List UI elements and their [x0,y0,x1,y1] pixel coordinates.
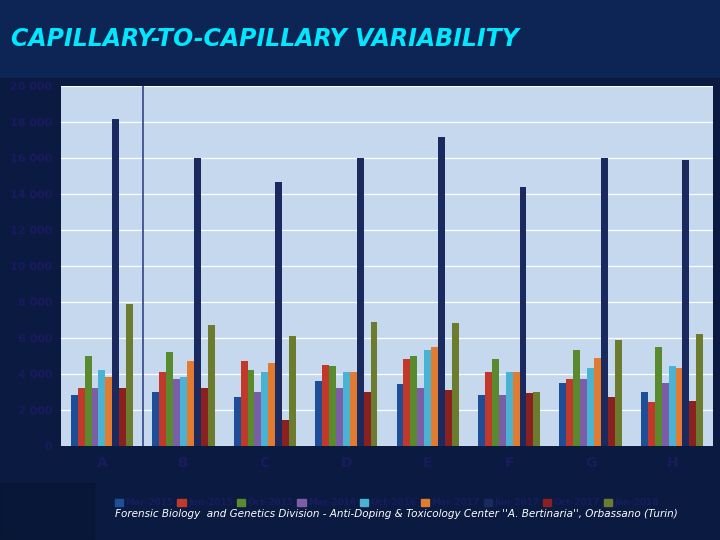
Bar [194,158,201,446]
Bar [180,377,186,446]
Bar [99,370,105,446]
Bar [343,372,350,445]
Bar [534,392,540,446]
Bar [403,359,410,446]
Bar [105,377,112,446]
Bar [201,388,207,446]
Bar [173,379,180,446]
Bar [364,392,371,446]
Bar [526,394,534,445]
Bar [85,356,91,446]
Bar [492,359,499,446]
Bar [248,370,254,446]
Bar [159,372,166,445]
Bar [445,390,452,446]
Bar [615,340,622,446]
Bar [336,388,343,446]
Bar [78,388,85,446]
Bar [594,357,601,446]
Bar [438,137,445,446]
Bar [573,350,580,446]
Bar [452,323,459,446]
Bar [322,364,329,445]
Bar [356,158,364,446]
Bar [662,383,669,445]
Bar [431,347,438,446]
Bar [696,334,703,446]
Bar [418,388,424,446]
Text: Forensic Biology  and Genetics Division - Anti-Doping & Toxicology Center ''A. B: Forensic Biology and Genetics Division -… [114,509,678,519]
Bar [588,368,594,446]
Bar [478,395,485,445]
Bar [0,483,94,540]
Bar [580,379,588,446]
Bar [410,356,418,446]
Bar [126,303,133,446]
Legend: Mar-2015, Jun-2015, Oct-2015, Mar-2016, Oct-2016, Mar-2017, Jun-2017, Oct-2017, : Mar-2015, Jun-2015, Oct-2015, Mar-2016, … [111,495,663,511]
Bar [186,361,194,446]
Bar [240,361,248,446]
Bar [329,367,336,446]
Bar [234,397,240,445]
Bar [371,322,377,446]
Bar [641,392,648,446]
Bar [275,181,282,445]
Bar [675,368,683,446]
Bar [166,352,173,446]
Bar [424,350,431,446]
Bar [683,160,689,446]
Text: CAPILLARY-TO-CAPILLARY VARIABILITY: CAPILLARY-TO-CAPILLARY VARIABILITY [11,27,518,51]
Bar [608,397,615,445]
Bar [315,381,322,446]
Bar [350,372,356,445]
Bar [520,187,526,445]
Bar [689,401,696,446]
Bar [91,388,99,446]
Bar [485,372,492,445]
Bar [567,379,573,446]
Bar [254,392,261,446]
Bar [152,392,159,446]
Bar [397,384,403,445]
Bar [654,347,662,446]
Bar [648,402,654,446]
Bar [120,388,126,446]
Bar [282,420,289,445]
Bar [261,372,269,445]
Bar [559,383,567,445]
Bar [112,119,120,446]
Bar [499,395,505,445]
Bar [269,363,275,445]
Bar [71,395,78,445]
Bar [289,336,296,446]
Bar [601,158,608,446]
Bar [505,372,513,445]
Bar [513,372,520,445]
Bar [207,325,215,446]
Bar [669,367,675,446]
